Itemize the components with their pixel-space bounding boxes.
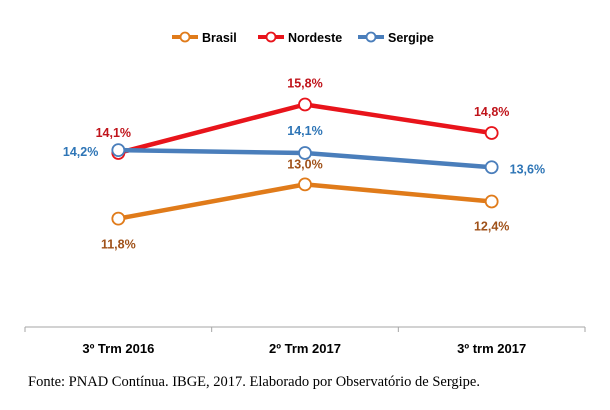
x-tick-label: 3º Trm 2016: [82, 341, 154, 356]
source-note: Fonte: PNAD Contínua. IBGE, 2017. Elabor…: [28, 374, 480, 390]
legend-label: Brasil: [202, 31, 237, 45]
legend-item-nordeste: Nordeste: [258, 31, 342, 45]
data-label-nordeste: 14,1%: [96, 126, 131, 140]
data-label-sergipe: 14,1%: [287, 124, 322, 138]
data-label-sergipe: 14,2%: [63, 145, 98, 159]
data-point-nordeste: [298, 97, 312, 112]
data-label-nordeste: 15,8%: [287, 76, 322, 90]
x-tick-label: 3º trm 2017: [457, 341, 526, 356]
data-label-brasil: 13,0%: [287, 157, 322, 171]
data-point-brasil: [484, 194, 499, 209]
data-point-sergipe: [484, 160, 499, 175]
data-label-brasil: 11,8%: [101, 238, 136, 252]
data-label-nordeste: 14,8%: [474, 105, 509, 119]
legend-item-brasil: Brasil: [172, 31, 237, 45]
data-point-brasil: [111, 211, 126, 226]
legend-marker: [179, 31, 191, 43]
x-tick-label: 2º Trm 2017: [269, 341, 341, 356]
data-point-sergipe: [298, 146, 312, 160]
data-point-brasil: [298, 177, 312, 192]
legend-label: Nordeste: [288, 31, 342, 45]
data-point-sergipe: [111, 143, 126, 158]
legend-marker: [365, 31, 377, 43]
data-point-nordeste: [484, 126, 499, 140]
legend-label: Sergipe: [388, 31, 434, 45]
data-label-sergipe: 13,6%: [510, 162, 545, 176]
legend-marker: [265, 31, 277, 43]
data-label-brasil: 12,4%: [474, 219, 509, 233]
legend-item-sergipe: Sergipe: [358, 31, 434, 45]
